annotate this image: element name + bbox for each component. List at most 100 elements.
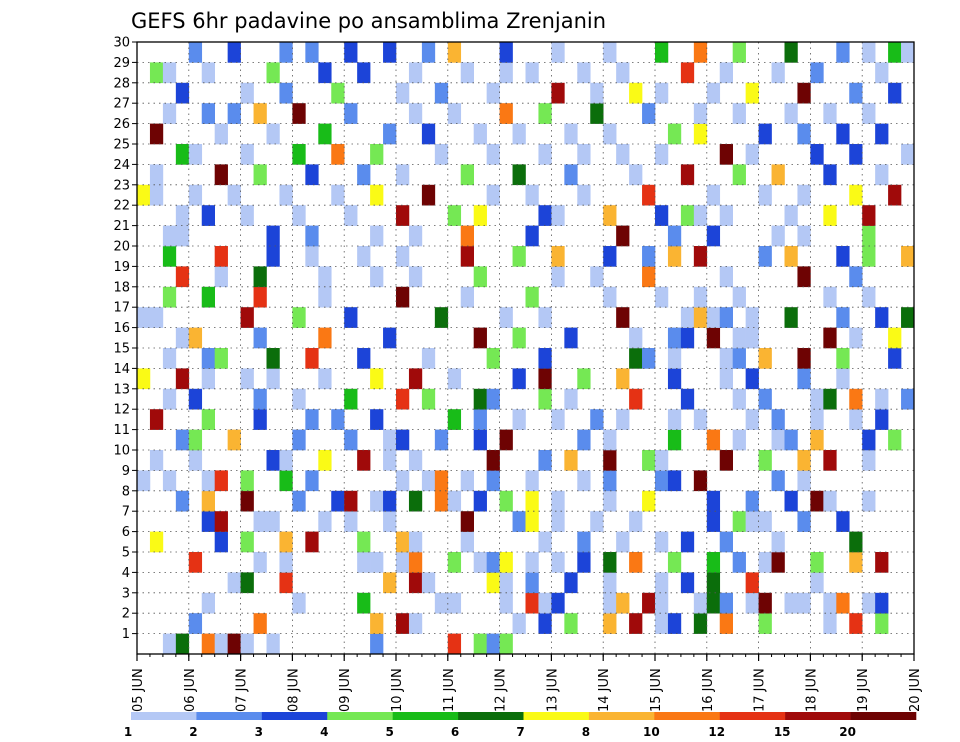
heatmap-cell	[758, 388, 772, 410]
y-tick-label: 12	[113, 403, 130, 418]
heatmap-cell	[188, 613, 203, 634]
x-tick-label: 05 JUN	[131, 668, 146, 712]
heatmap-cell	[849, 144, 863, 165]
heatmap-cell	[784, 490, 798, 512]
heatmap-cell	[240, 633, 254, 655]
y-tick-label: 15	[113, 342, 130, 357]
heatmap-cell	[719, 266, 733, 288]
heatmap-cell	[525, 225, 539, 247]
heatmap-cell	[719, 144, 733, 165]
heatmap-cell	[810, 429, 824, 451]
heatmap-cell	[383, 511, 397, 532]
heatmap-cell	[849, 613, 863, 634]
heatmap-cell	[551, 552, 565, 573]
heatmap-cell	[693, 205, 708, 226]
heatmap-cell	[680, 572, 695, 594]
heatmap-cell	[486, 82, 500, 104]
heatmap-cell	[292, 592, 306, 614]
heatmap-cell	[318, 450, 332, 471]
heatmap-cell	[201, 62, 215, 84]
heatmap-cell	[396, 164, 410, 186]
heatmap-cell	[253, 511, 267, 532]
heatmap-cell	[732, 388, 746, 410]
y-tick-label: 16	[113, 321, 130, 336]
heatmap-cell	[344, 103, 358, 124]
heatmap-cell	[396, 429, 410, 451]
heatmap-cell	[512, 409, 526, 430]
x-tick-label: 12 JUN	[494, 668, 509, 712]
heatmap-cell	[784, 205, 798, 226]
heatmap-cell	[823, 592, 837, 614]
heatmap-cell	[162, 633, 177, 655]
heatmap-cell	[266, 633, 280, 655]
heatmap-cell	[240, 144, 254, 165]
heatmap-cell	[849, 82, 863, 104]
x-tick-label: 17 JUN	[753, 668, 768, 712]
heatmap-cell	[810, 62, 824, 84]
heatmap-cell	[460, 511, 474, 532]
heatmap-cell	[862, 450, 876, 471]
heatmap-cell	[849, 409, 863, 430]
y-tick-label: 28	[113, 76, 130, 91]
heatmap-cell	[551, 42, 565, 63]
heatmap-cell	[810, 552, 824, 573]
heatmap-cell	[370, 368, 384, 390]
x-tick-label: 20 JUN	[908, 668, 923, 712]
heatmap-cell	[551, 246, 565, 267]
heatmap-cell	[305, 348, 319, 369]
heatmap-cell	[706, 511, 721, 532]
heatmap-cell	[797, 470, 811, 492]
heatmap-cell	[551, 511, 565, 532]
heatmap-cell	[655, 613, 669, 634]
heatmap-cell	[836, 592, 850, 614]
heatmap-cell	[823, 327, 837, 349]
heatmap-cell	[318, 327, 332, 349]
y-tick-label: 17	[113, 301, 130, 316]
y-tick-label: 8	[122, 484, 130, 499]
heatmap-cell	[693, 103, 708, 124]
heatmap-cell	[901, 388, 915, 410]
y-tick-label: 23	[113, 178, 130, 193]
heatmap-cell	[616, 531, 630, 553]
heatmap-cell	[344, 429, 358, 451]
colorbar-swatch	[850, 712, 917, 720]
heatmap-cell	[745, 368, 759, 390]
heatmap-cell	[344, 388, 358, 410]
heatmap-cell	[719, 592, 733, 614]
heatmap-cell	[849, 266, 863, 288]
colorbar-swatch	[131, 712, 197, 720]
heatmap-cell	[706, 327, 721, 349]
heatmap-cell	[849, 388, 863, 410]
heatmap-cell	[188, 144, 203, 165]
heatmap-cell	[577, 429, 591, 451]
heatmap-cell	[149, 409, 164, 430]
heatmap-cell	[486, 633, 500, 655]
heatmap-cell	[616, 225, 630, 247]
heatmap-cell	[292, 144, 306, 165]
heatmap-cell	[421, 348, 436, 369]
heatmap-cell	[875, 613, 889, 634]
heatmap-cell	[292, 490, 306, 512]
heatmap-cell	[564, 450, 578, 471]
heatmap-cell	[473, 552, 487, 573]
heatmap-cell	[460, 470, 474, 492]
heatmap-cell	[797, 368, 811, 390]
heatmap-cell	[590, 82, 604, 104]
heatmap-cell	[253, 266, 267, 288]
heatmap-cell	[149, 62, 164, 84]
heatmap-cell	[667, 429, 682, 451]
y-tick-label: 26	[113, 117, 130, 132]
heatmap-cell	[655, 144, 669, 165]
heatmap-cell	[318, 286, 332, 308]
heatmap-cell	[538, 103, 552, 124]
heatmap-cell	[473, 490, 487, 512]
heatmap-cells	[137, 42, 915, 655]
heatmap-cell	[460, 62, 474, 84]
heatmap-cell	[486, 552, 500, 573]
heatmap-cell	[305, 246, 319, 267]
heatmap-cell	[318, 511, 332, 532]
heatmap-cell	[551, 82, 565, 104]
heatmap-cell	[875, 388, 889, 410]
heatmap-cell	[137, 470, 151, 492]
heatmap-cell	[266, 246, 280, 267]
